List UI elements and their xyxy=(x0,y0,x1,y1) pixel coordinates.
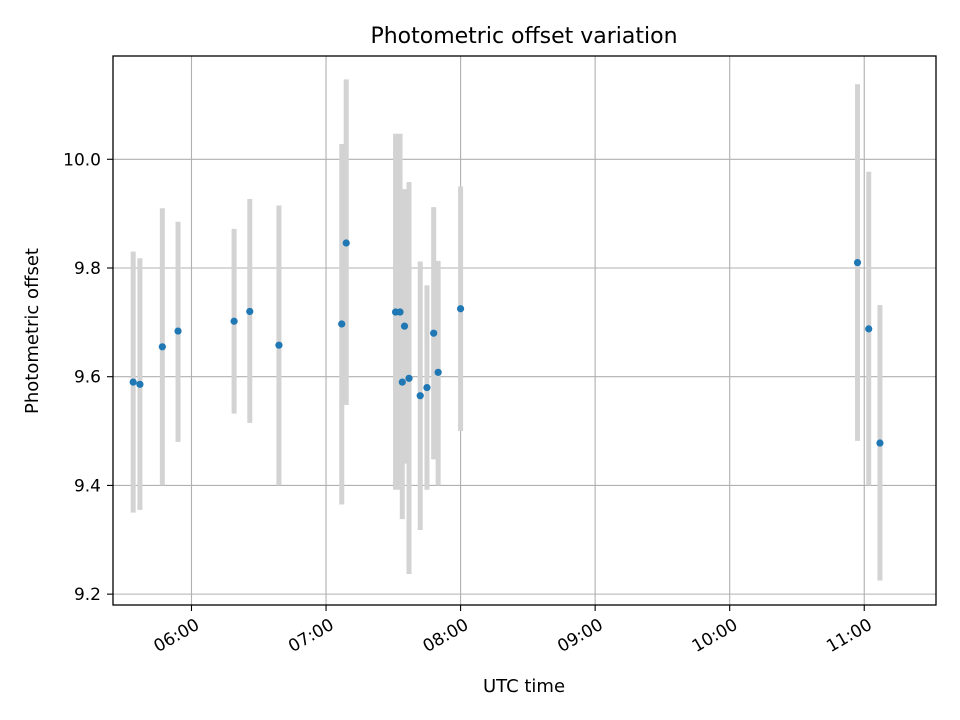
data-point xyxy=(430,329,438,337)
tick-layer: 06:00 07:00 08:00 09:00 10:00 11:00 9.2 9.4 9.6 9… xyxy=(63,150,876,657)
data-point xyxy=(398,378,406,386)
y-tick-label: 9.2 xyxy=(74,585,101,605)
data-point xyxy=(423,383,431,392)
data-point xyxy=(246,307,254,316)
data-point xyxy=(338,320,346,328)
chart-title: Photometric offset variation xyxy=(370,24,677,49)
y-tick-label: 9.4 xyxy=(74,476,101,496)
x-tick-label: 11:00 xyxy=(823,615,875,657)
data-point xyxy=(876,439,884,447)
y-tick-label: 9.8 xyxy=(74,259,101,279)
data-point xyxy=(396,308,404,316)
data-point xyxy=(174,327,182,335)
data-point xyxy=(136,380,144,388)
data-point xyxy=(400,322,409,330)
x-tick-label: 08:00 xyxy=(420,615,472,657)
x-tick-label: 07:00 xyxy=(285,615,337,657)
data-point xyxy=(405,374,413,382)
data-point xyxy=(456,305,465,313)
x-tick-label: 09:00 xyxy=(554,615,606,657)
point-layer xyxy=(129,239,884,447)
y-tick-label: 10.0 xyxy=(63,150,101,170)
data-point xyxy=(158,343,166,351)
data-point xyxy=(416,392,424,400)
data-point xyxy=(865,325,873,333)
data-point xyxy=(342,239,350,247)
x-tick-label: 10:00 xyxy=(689,615,741,657)
x-axis-label: UTC time xyxy=(483,676,565,697)
y-tick-label: 9.6 xyxy=(74,368,101,388)
data-point xyxy=(230,317,238,325)
data-point xyxy=(434,368,442,376)
x-tick-label: 06:00 xyxy=(151,615,203,657)
plot-frame xyxy=(112,55,937,606)
grid-layer xyxy=(113,56,936,605)
data-point xyxy=(129,378,137,386)
data-point xyxy=(275,341,283,349)
data-point xyxy=(853,258,862,267)
errorbar-layer xyxy=(130,79,883,581)
y-axis-label: Photometric offset xyxy=(22,248,43,414)
